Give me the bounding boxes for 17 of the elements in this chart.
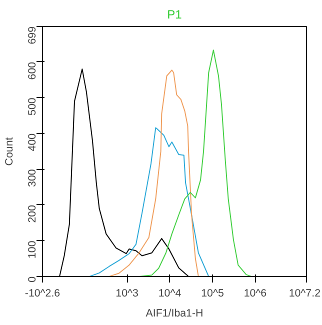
x-tick-label: 10^6 xyxy=(244,288,267,300)
y-tick-label: 300 xyxy=(26,169,38,187)
x-tick-label: -10^2.6 xyxy=(24,288,60,300)
x-tick-label: 10^4 xyxy=(158,288,182,300)
y-tick-label: 400 xyxy=(26,133,38,152)
y-tick-label: 600 xyxy=(26,62,38,80)
y-tick-label: 100 xyxy=(26,240,38,259)
x-tick-label: 10^3 xyxy=(116,288,139,300)
y-tick-label: 500 xyxy=(26,98,38,116)
y-axis-title: Count xyxy=(4,137,16,166)
x-tick-label: 10^5 xyxy=(201,288,224,300)
x-tick-label: 10^7.2 xyxy=(288,288,321,300)
chart-title: P1 xyxy=(167,8,182,22)
x-axis-title: AIF1/Iba1-H xyxy=(146,308,204,320)
y-tick-label: 200 xyxy=(26,204,38,223)
y-tick-label: 0 xyxy=(26,276,38,282)
y-tick-label: 699 xyxy=(26,26,38,44)
